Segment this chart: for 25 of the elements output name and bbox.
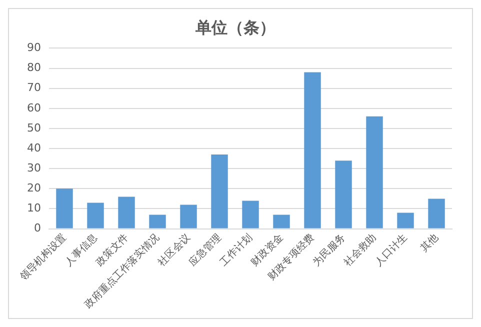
bar [118, 196, 135, 228]
bar [149, 214, 166, 228]
bar [211, 154, 228, 228]
bar [87, 202, 104, 228]
y-tick-label: 20 [26, 182, 41, 195]
bar [335, 160, 352, 228]
bar [56, 188, 73, 228]
bar [304, 72, 321, 228]
y-tick-label: 70 [26, 81, 41, 94]
bar [428, 198, 445, 228]
y-tick-label: 10 [26, 202, 41, 215]
y-tick-label: 50 [26, 121, 41, 134]
bar [242, 200, 259, 228]
y-tick-label: 40 [26, 141, 41, 154]
bar [180, 204, 197, 228]
x-tick-label: 其他 [418, 232, 441, 254]
y-tick-label: 30 [26, 161, 41, 174]
chart-title: 单位（条） [194, 19, 276, 38]
bar [366, 116, 383, 228]
bar [273, 214, 290, 228]
y-tick-label: 90 [26, 41, 41, 54]
y-tick-label: 0 [34, 222, 41, 235]
y-tick-label: 60 [26, 101, 41, 114]
bar [397, 212, 414, 228]
y-tick-label: 80 [26, 61, 41, 74]
